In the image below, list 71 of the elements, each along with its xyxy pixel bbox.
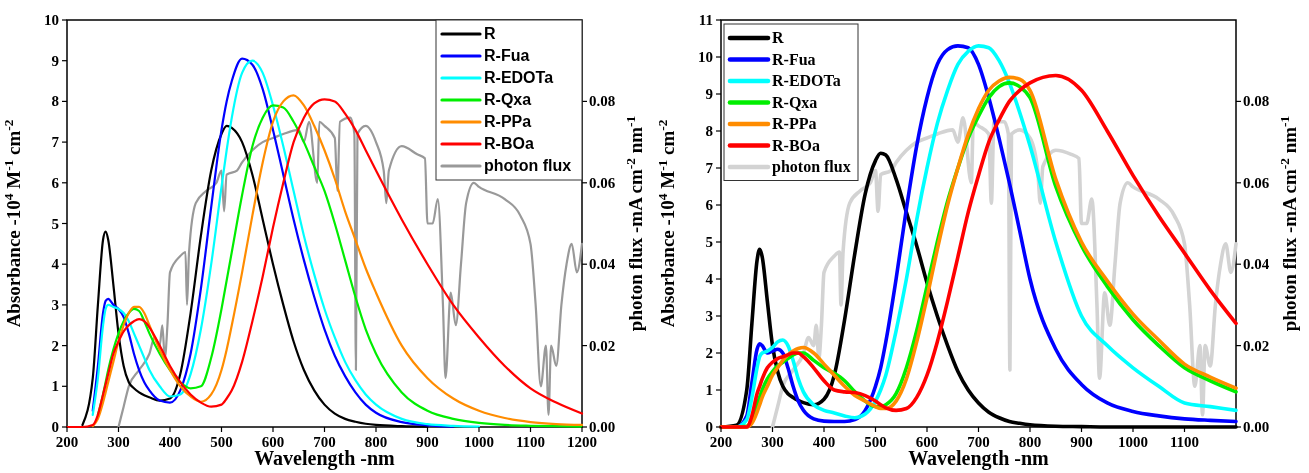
legend-label: photon flux (484, 157, 572, 174)
y-tick-label: 2 (51, 337, 59, 354)
y-tick-label: 9 (705, 86, 713, 102)
y2-tick-label: 0.04 (1243, 256, 1270, 273)
x-tick-label: 700 (967, 434, 990, 450)
x-tick-label: 200 (55, 434, 79, 450)
y-tick-label: 3 (51, 296, 59, 313)
x-tick-label: 1100 (1169, 434, 1200, 450)
x-tick-label: 400 (812, 434, 836, 450)
x-tick-label: 500 (210, 434, 233, 450)
y-tick-label: 11 (698, 12, 713, 28)
x-tick-label: 800 (1018, 434, 1042, 450)
x-tick-label: 200 (709, 434, 733, 450)
y-tick-label: 5 (705, 234, 713, 250)
legend-label: R-PPa (484, 113, 532, 130)
legend-label: R-Fua (484, 47, 530, 64)
y2-tick-label: 0.00 (589, 419, 616, 435)
x-tick-label: 500 (864, 434, 887, 450)
y2-tick-label: 0.02 (1243, 337, 1270, 354)
legend-label: R-Qxa (772, 93, 818, 111)
y-tick-label: 4 (705, 271, 714, 287)
legend-label: R (484, 25, 496, 42)
legend-label: R-Qxa (484, 91, 532, 108)
x-axis-title: Wavelength -nm (254, 447, 396, 470)
y-tick-label: 4 (51, 256, 60, 273)
legend-label: R-BOa (484, 135, 534, 152)
y-tick-label: 0 (705, 419, 713, 435)
legend-label: R-EDOTa (772, 72, 841, 89)
x-tick-label: 600 (261, 434, 285, 450)
y2-tick-label: 0.06 (589, 174, 616, 191)
x-axis-title: Wavelength -nm (908, 447, 1050, 470)
y-tick-label: 7 (51, 134, 60, 151)
legend-label: photon flux (772, 158, 851, 176)
legend-label: R-Fua (772, 50, 816, 68)
legend-label: R-BOa (772, 136, 820, 154)
x-tick-label: 900 (1070, 434, 1093, 450)
y2-tick-label: 0.08 (589, 93, 616, 110)
x-tick-label: 1200 (567, 434, 597, 450)
x-tick-label: 1000 (464, 434, 494, 450)
y-tick-label: 6 (51, 174, 60, 191)
y-tick-label: 5 (51, 215, 59, 232)
y-tick-label: 6 (705, 197, 714, 213)
x-tick-label: 700 (313, 434, 336, 450)
y-tick-label: 10 (44, 12, 59, 28)
x-tick-label: 300 (761, 434, 784, 450)
x-tick-label: 1000 (1118, 434, 1148, 450)
x-tick-label: 1100 (515, 434, 546, 450)
y-tick-label: 2 (705, 345, 713, 361)
legend-label: R (772, 29, 784, 46)
y-tick-label: 8 (51, 93, 59, 110)
x-tick-label: 300 (107, 434, 130, 450)
y-tick-label: 10 (698, 49, 713, 65)
y-tick-label: 1 (51, 378, 59, 395)
y-tick-label: 3 (705, 308, 713, 324)
y2-tick-label: 0.08 (1243, 93, 1270, 110)
x-tick-label: 900 (416, 434, 439, 450)
y2-tick-label: 0.06 (1243, 174, 1270, 191)
x-tick-label: 800 (364, 434, 388, 450)
y-tick-label: 0 (51, 419, 59, 435)
y2-tick-label: 0.02 (589, 337, 616, 354)
y-tick-label: 1 (705, 382, 713, 398)
legend-label: R-EDOTa (484, 69, 554, 86)
y-tick-label: 8 (705, 123, 713, 139)
line-series (770, 115, 1238, 429)
y-tick-label: 7 (705, 160, 714, 176)
y2-tick-label: 0.04 (589, 256, 616, 273)
y2-tick-label: 0.00 (1243, 419, 1270, 435)
x-tick-label: 400 (158, 434, 182, 450)
y-tick-label: 9 (51, 52, 59, 69)
legend-label: R-PPa (772, 115, 817, 132)
x-tick-label: 600 (915, 434, 939, 450)
